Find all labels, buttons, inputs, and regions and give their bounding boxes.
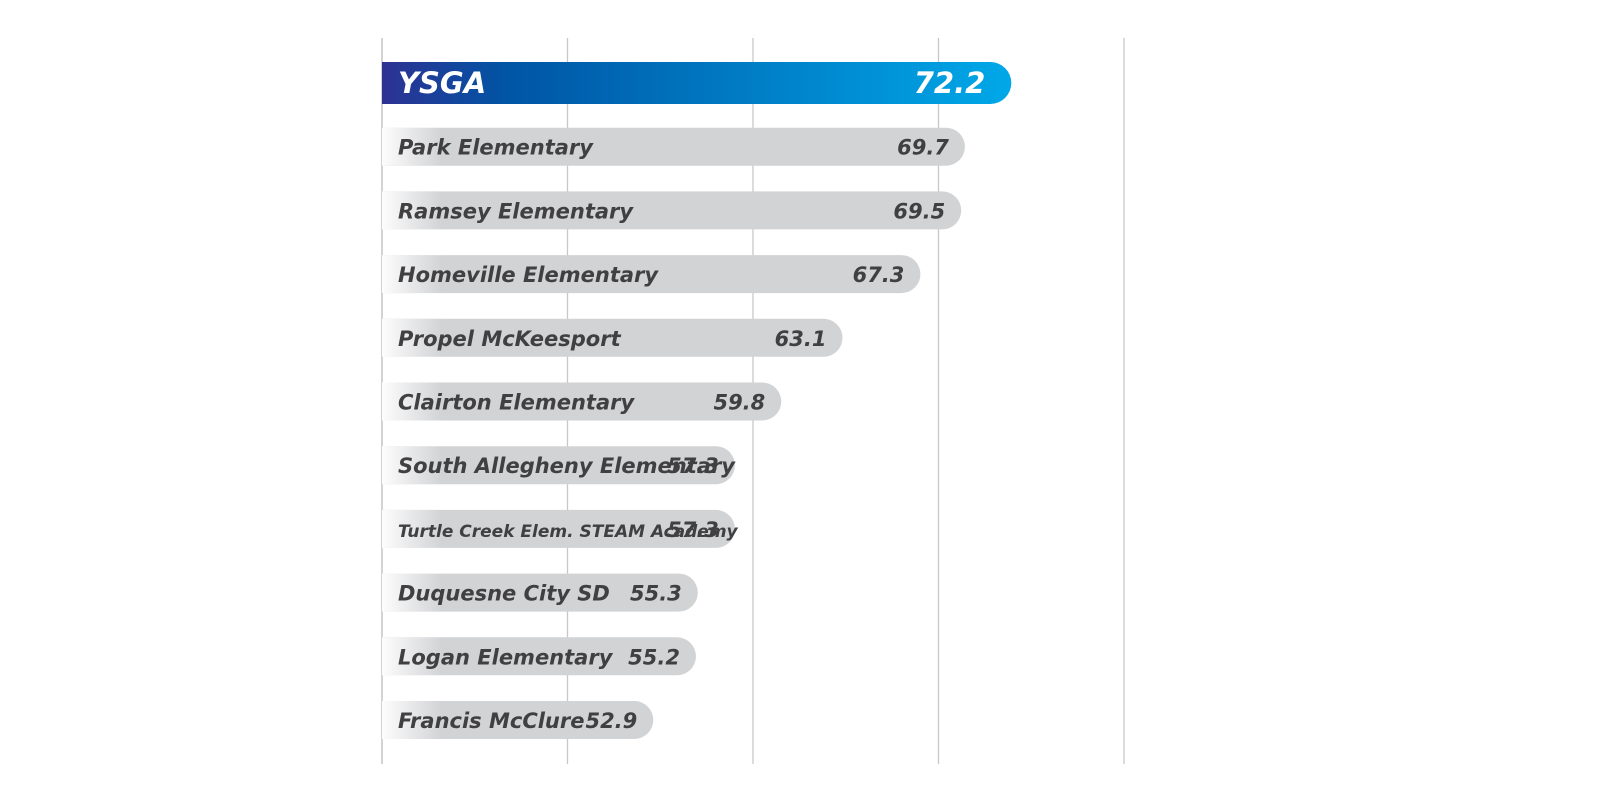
bar-fade [382,191,442,230]
bar [382,509,735,548]
highlight-bar-value: 72.2 [914,66,986,100]
bar-row: Homeville Elementary 67.3 [382,255,921,294]
bar [382,318,843,357]
bars: YSGA 72.2 Park Elementary 69.7 Ramsey Elemen… [382,62,1012,739]
bar-fade [382,318,442,357]
bar-label: Turtle Creek Elem. STEAM Academy [398,522,739,542]
bar-value: 57.3 [667,454,719,478]
bar-fade [382,127,442,166]
bar-value: 63.1 [775,327,827,351]
bar [382,446,735,485]
bar [382,637,696,676]
bar-label: Propel McKeesport [398,327,622,351]
bar-label: Clairton Elementary [398,391,635,415]
bar-fade [382,701,442,739]
bar-value: 57.3 [667,518,719,542]
highlight-bar-label: YSGA [398,66,486,100]
bar-row: YSGA 72.2 [382,62,1012,104]
bar-row: Duquesne City SD 55.3 [382,573,698,612]
bar-row: Park Elementary 69.7 [382,127,965,166]
bar [382,191,962,230]
bar-value: 59.8 [713,391,765,415]
bar [382,701,654,739]
bar-label: Homeville Elementary [398,263,659,287]
bar-label: Ramsey Elementary [398,199,634,223]
bar-label: Park Elementary [398,136,594,160]
bar-row: Propel McKeesport 63.1 [382,318,843,357]
bar [382,127,965,166]
bar-value: 55.3 [630,582,682,606]
bar-fade [382,509,442,548]
bar-row: Ramsey Elementary 69.5 [382,191,962,230]
bar-label: Duquesne City SD [398,582,610,606]
bar-value: 55.2 [628,645,680,669]
bar-fade [382,255,442,294]
bar-row: Logan Elementary 55.2 [382,637,696,676]
bar-row: Francis McClure 52.9 [382,701,654,739]
bar-value: 67.3 [853,263,905,287]
bar-row: Clairton Elementary 59.8 [382,382,782,421]
bar-value: 69.7 [897,136,949,160]
bar [382,382,782,421]
bar-fade [382,446,442,485]
bar [382,255,921,294]
bar-fade [382,382,442,421]
bar-label: South Allegheny Elementary [398,454,736,478]
bar-label: Francis McClure [398,709,584,733]
bar-fade [382,573,442,612]
bar-fade [382,637,442,676]
bar-label: Logan Elementary [398,645,614,669]
bar [382,573,698,612]
bar-value: 69.5 [893,199,945,223]
bar-value: 52.9 [585,709,637,733]
highlight-bar [382,62,1012,104]
